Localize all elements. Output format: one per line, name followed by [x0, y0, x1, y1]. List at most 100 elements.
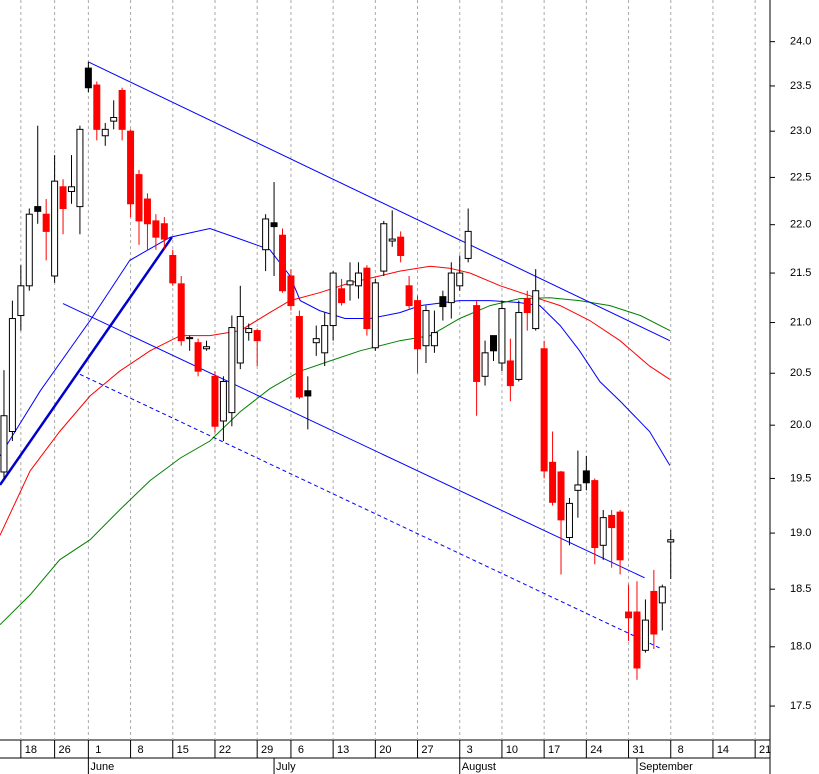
- candle-body: [625, 611, 633, 619]
- y-tick-label: 18.5: [790, 583, 811, 595]
- candle-body: [380, 223, 388, 272]
- x-tick-label: 1: [95, 744, 101, 756]
- y-tick-label: 21.0: [790, 316, 811, 328]
- candle-body: [160, 223, 168, 240]
- candle-body: [8, 318, 16, 433]
- candle-body: [371, 282, 379, 349]
- candle-body: [203, 346, 211, 350]
- candle-body: [135, 174, 143, 222]
- candle-body: [329, 272, 337, 327]
- candle-body: [287, 275, 295, 307]
- candle-body: [608, 514, 616, 529]
- candle-body: [523, 298, 531, 314]
- candle-body: [447, 272, 455, 304]
- x-tick-label: 17: [548, 744, 560, 756]
- candle-body: [346, 280, 354, 286]
- candle-body: [245, 328, 253, 334]
- candle-body: [456, 272, 464, 287]
- y-tick-label: 23.0: [790, 125, 811, 137]
- candle-body: [67, 186, 75, 192]
- x-tick-label: 14: [717, 744, 729, 756]
- x-tick-label: 8: [138, 744, 144, 756]
- candle-body: [110, 117, 118, 122]
- candle-body: [169, 255, 177, 284]
- candle-body: [599, 517, 607, 546]
- candle-body: [186, 337, 194, 340]
- candle-body: [76, 128, 84, 208]
- candle-body: [295, 316, 303, 398]
- candle-body: [498, 308, 506, 364]
- y-tick-label: 19.0: [790, 527, 811, 539]
- y-tick-label: 20.0: [790, 419, 811, 431]
- candle-body: [397, 236, 405, 257]
- candle-body: [211, 375, 219, 427]
- candle-body: [270, 222, 278, 228]
- candle-body: [143, 198, 151, 225]
- candle-body: [118, 89, 126, 130]
- x-tick-label: 13: [337, 744, 349, 756]
- candle-body: [388, 238, 396, 242]
- candle-body: [236, 316, 244, 364]
- candle-body: [127, 130, 135, 205]
- candle-body: [363, 267, 371, 330]
- x-tick-label: 24: [590, 744, 602, 756]
- month-label: August: [462, 761, 496, 773]
- candle-body: [481, 352, 489, 377]
- candle-body: [565, 502, 573, 539]
- candle-body: [515, 312, 523, 380]
- x-tick-label: 8: [678, 744, 684, 756]
- y-tick-label: 19.5: [790, 472, 811, 484]
- x-tick-label: 27: [421, 744, 433, 756]
- candle-body: [557, 471, 565, 521]
- candle-body: [430, 332, 438, 347]
- candle-body: [464, 230, 472, 259]
- x-tick-label: 6: [298, 744, 304, 756]
- candle-body: [152, 220, 160, 238]
- moving-average: [0, 297, 671, 626]
- candle-body: [278, 234, 286, 292]
- trendline: [62, 303, 645, 579]
- candle-body: [253, 330, 261, 342]
- candle-body: [0, 415, 8, 473]
- month-label: July: [276, 761, 296, 773]
- candle-body: [34, 206, 42, 212]
- trendline: [88, 61, 671, 342]
- candle-body: [582, 470, 590, 484]
- x-tick-label: 22: [219, 744, 231, 756]
- candle-body: [489, 335, 497, 352]
- candle-body: [616, 511, 624, 561]
- x-tick-label: 31: [632, 744, 644, 756]
- month-label: September: [639, 761, 693, 773]
- y-tick-label: 20.5: [790, 367, 811, 379]
- y-tick-label: 18.0: [790, 641, 811, 653]
- month-label: June: [90, 761, 114, 773]
- y-tick-label: 22.0: [790, 219, 811, 231]
- candle-body: [262, 218, 270, 251]
- candle-body: [506, 360, 514, 387]
- candle-body: [405, 285, 413, 307]
- candle-body: [439, 296, 447, 308]
- candle-body: [304, 390, 312, 397]
- candle-body: [591, 480, 599, 549]
- y-tick-label: 21.5: [790, 267, 811, 279]
- candle-body: [93, 84, 101, 130]
- candle-body: [312, 338, 320, 344]
- x-tick-label: 21: [759, 744, 771, 756]
- candle-body: [532, 290, 540, 330]
- candle-body: [549, 461, 557, 503]
- x-tick-label: 29: [261, 744, 273, 756]
- trendline: [0, 236, 173, 486]
- candle-body: [354, 272, 362, 287]
- x-tick-label: 26: [58, 744, 70, 756]
- candle-body: [338, 288, 346, 304]
- y-tick-label: 23.5: [790, 80, 811, 92]
- candle-body: [17, 285, 25, 317]
- candle-body: [540, 348, 548, 472]
- candle-body: [177, 283, 185, 342]
- candle-body: [574, 484, 582, 491]
- x-tick-label: 10: [506, 744, 518, 756]
- candle-body: [414, 300, 422, 350]
- y-tick-label: 17.5: [790, 700, 811, 712]
